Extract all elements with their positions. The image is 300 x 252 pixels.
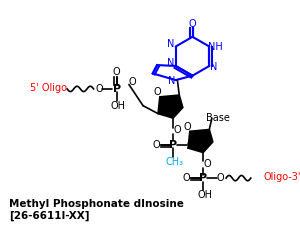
Text: N: N xyxy=(167,39,174,49)
Text: NH: NH xyxy=(208,42,223,51)
Text: P: P xyxy=(169,140,177,149)
Text: 5' Oligo: 5' Oligo xyxy=(30,83,67,93)
Text: N: N xyxy=(167,58,174,68)
Text: O: O xyxy=(217,173,225,183)
Text: P: P xyxy=(112,84,121,94)
Text: Base: Base xyxy=(206,113,230,123)
Text: Oligo-3': Oligo-3' xyxy=(263,172,300,182)
Text: Methyl Phosphonate dInosine: Methyl Phosphonate dInosine xyxy=(9,199,184,209)
Text: O: O xyxy=(95,84,103,94)
Text: P: P xyxy=(199,173,207,183)
Text: O: O xyxy=(187,140,195,149)
Text: N: N xyxy=(168,76,175,86)
Text: N: N xyxy=(210,62,218,72)
Text: O: O xyxy=(204,159,211,169)
Text: O: O xyxy=(174,125,181,135)
Text: O: O xyxy=(152,140,160,149)
Text: O: O xyxy=(153,87,161,98)
Text: OH: OH xyxy=(111,101,126,111)
Text: O: O xyxy=(183,122,191,132)
Text: O: O xyxy=(129,77,136,87)
Text: [26-6611I-XX]: [26-6611I-XX] xyxy=(9,211,89,221)
Text: O: O xyxy=(189,19,196,28)
Polygon shape xyxy=(158,95,183,118)
Text: O: O xyxy=(182,173,190,183)
Polygon shape xyxy=(188,130,213,152)
Text: OH: OH xyxy=(197,190,212,200)
Text: O: O xyxy=(113,67,120,77)
Text: CH₃: CH₃ xyxy=(166,157,184,167)
